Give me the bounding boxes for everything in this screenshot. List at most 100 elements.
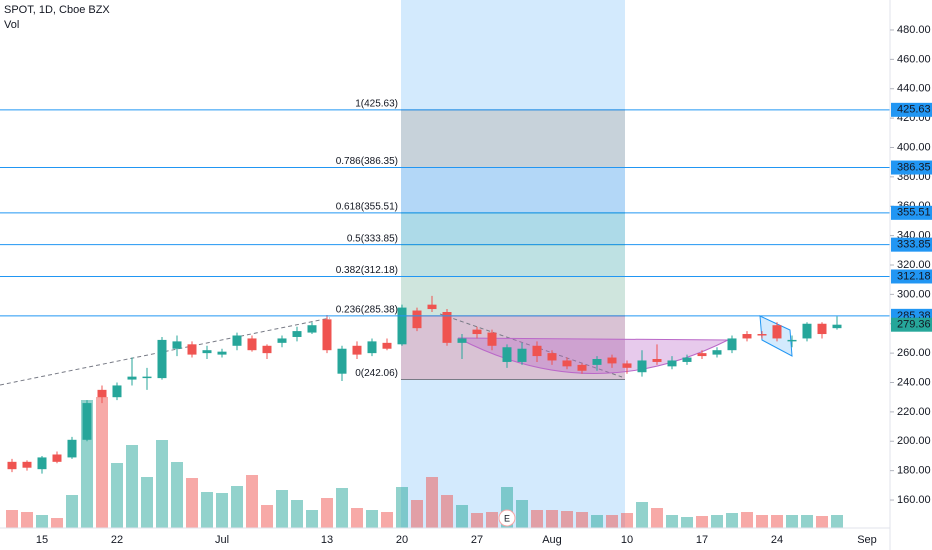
- volume-bar: [171, 462, 183, 528]
- price-box-label: 386.35: [897, 161, 931, 173]
- candle-body: [202, 350, 212, 354]
- fib-label: 0.5(333.85): [347, 233, 398, 244]
- candle-body: [382, 342, 392, 349]
- candle-body: [82, 403, 92, 440]
- volume-bar: [681, 517, 693, 528]
- candle-body: [37, 457, 47, 470]
- candle-body: [472, 329, 482, 335]
- symbol-title: SPOT, 1D, Cboe BZX: [4, 4, 110, 16]
- candle-body: [517, 348, 527, 362]
- candle-body: [67, 439, 77, 458]
- volume-bar: [636, 502, 648, 528]
- y-tick-label: 440.00: [897, 83, 931, 95]
- y-tick-label: 300.00: [897, 288, 931, 300]
- candle-body: [157, 339, 167, 379]
- fib-label: 0.236(285.38): [336, 304, 398, 315]
- price-box: [891, 269, 932, 284]
- candle-body: [817, 323, 827, 335]
- candle-body: [802, 323, 812, 339]
- fib-retracement: 1(425.63) 0.786(386.35) 0.618(355.51) 0.5(3…: [336, 98, 625, 380]
- volume-bar: [186, 478, 198, 528]
- candle-body: [247, 338, 257, 351]
- volume-bar: [816, 516, 828, 528]
- volume-bar: [666, 515, 678, 528]
- volume-bar: [471, 513, 483, 528]
- price-box-label: 333.85: [897, 239, 931, 251]
- x-tick-label: 27: [471, 534, 483, 546]
- volume-bar: [291, 500, 303, 528]
- time-axis: 15 22 Jul 13 20 27 Aug 10 17 24 Sep: [36, 534, 877, 546]
- fib-label: 0(242.06): [355, 368, 398, 379]
- volume-bar: [771, 515, 783, 528]
- candle-body: [22, 461, 32, 468]
- candle-body: [442, 312, 452, 343]
- volume-bar: [381, 512, 393, 528]
- candle-body: [622, 363, 632, 368]
- volume-bar: [156, 440, 168, 528]
- y-tick-label: 260.00: [897, 347, 931, 359]
- candle-body: [412, 310, 422, 329]
- volume-bar: [621, 513, 633, 528]
- candle-body: [277, 338, 287, 343]
- candle-body: [757, 334, 767, 336]
- last-price-box: [891, 317, 932, 332]
- volume-bar: [141, 477, 153, 528]
- volume-bar: [486, 512, 498, 528]
- volume-bar: [411, 500, 423, 528]
- volume-bar: [231, 486, 243, 528]
- y-tick-label: 460.00: [897, 53, 931, 65]
- volume-bar: [216, 493, 228, 528]
- volume-bar: [6, 510, 18, 528]
- candle-body: [547, 353, 557, 361]
- candle-body: [97, 389, 107, 398]
- price-box-label: 312.18: [897, 270, 931, 282]
- candle-body: [697, 353, 707, 357]
- candle-body: [772, 325, 782, 339]
- volume-bar: [711, 515, 723, 528]
- volume-bar: [441, 495, 453, 528]
- fib-label: 1(425.63): [355, 98, 398, 109]
- volume-bar: [51, 518, 63, 528]
- x-tick-label: 17: [696, 534, 708, 546]
- volume-bar: [546, 510, 558, 528]
- volume-bar: [126, 445, 138, 528]
- candle-body: [502, 347, 512, 362]
- fib-label: 0.786(386.35): [336, 156, 398, 167]
- volume-bar: [741, 512, 753, 528]
- y-tick-label: 220.00: [897, 406, 931, 418]
- fib-zone: [401, 212, 625, 245]
- volume-bar: [21, 512, 33, 528]
- cup-pattern: [457, 337, 729, 374]
- price-axis: 160.00180.00200.00220.00240.00260.00280.…: [890, 24, 931, 506]
- candle-body: [292, 331, 302, 337]
- candle-body: [832, 324, 842, 329]
- volume-bar: [111, 463, 123, 528]
- y-tick-label: 160.00: [897, 494, 931, 506]
- price-box-label: 425.63: [897, 104, 931, 116]
- volume-bar: [426, 477, 438, 528]
- price-box: [891, 102, 932, 117]
- volume-bar: [321, 498, 333, 528]
- candles: [7, 295, 842, 474]
- candle-body: [187, 344, 197, 355]
- y-tick-label: 180.00: [897, 465, 931, 477]
- volume-bar: [786, 515, 798, 528]
- candle-body: [667, 360, 677, 367]
- candle-body: [7, 461, 17, 470]
- candle-body: [712, 350, 722, 355]
- candle-body: [457, 338, 467, 343]
- volume-bar: [66, 495, 78, 528]
- volume-bar: [36, 515, 48, 528]
- fib-zone: [401, 109, 625, 168]
- volume-bar: [516, 500, 528, 528]
- y-tick-label: 480.00: [897, 24, 931, 36]
- price-box-label: 355.51: [897, 207, 931, 219]
- fib-zone: [401, 315, 625, 380]
- fib-zone: [401, 167, 625, 213]
- volume-bar: [366, 510, 378, 528]
- volume-bar: [756, 515, 768, 528]
- earnings-marker: [498, 509, 516, 527]
- y-tick-label: 320.00: [897, 259, 931, 271]
- volume-bar: [261, 505, 273, 528]
